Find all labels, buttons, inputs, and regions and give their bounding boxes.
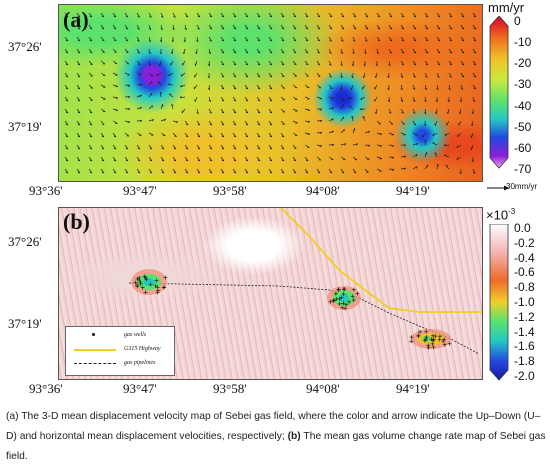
panel-a-colorbar-tick-7: -70: [514, 162, 532, 176]
caption-part-b: The mean gas volume change rate map of S…: [6, 431, 546, 462]
panel-b-colorbar-tick-3: -0.6: [514, 265, 535, 280]
panel-a-colorbar-tick-0: 0: [514, 14, 521, 28]
panel-b-colorbar-exponent: -3: [508, 207, 516, 216]
pipeline-legend-icon: [74, 363, 116, 364]
panel-a-colorbar-tick-4: -40: [514, 98, 532, 113]
panel-b-colorbar-tick-0: 0.0: [514, 221, 531, 235]
panel-b-colorbar-tick-6: -1.2: [514, 309, 535, 324]
legend-gas-wells: gas wells: [124, 332, 147, 338]
panel-b-lon-tick-1: 93°47': [123, 381, 157, 396]
panel-b-lon-tick-2: 93°58': [213, 381, 247, 396]
panel-b-lon-tick-0: 93°36': [29, 381, 63, 396]
panel-a-lon-tick-2: 93°58': [213, 183, 247, 198]
panel-a-lon-tick-3: 94°08': [306, 183, 340, 198]
panel-b-map: (b) gas wells G315 Highway gas pipelines: [58, 207, 483, 380]
pipeline-line: [128, 282, 480, 355]
panel-a-vector-arrows: [64, 12, 477, 175]
caption-b-label: (b): [287, 431, 301, 442]
gas-field-anomaly-1: [131, 269, 167, 295]
figure-caption: (a) The 3-D mean displacement velocity m…: [6, 407, 546, 467]
panel-b-lat-tick-0: 37°26': [8, 234, 42, 249]
panel-a-lon-tick-0: 93°36': [29, 183, 63, 198]
panel-a-lat-tick-0: 37°26': [8, 39, 42, 54]
panel-a-colorbar-tick-1: -10: [514, 35, 532, 50]
panel-a-colorbar-tick-3: -30: [514, 77, 532, 92]
panel-a-colorbar: [489, 16, 509, 169]
panel-b-colorbar-tick-7: -1.4: [514, 324, 535, 339]
panel-b-legend: gas wells G315 Highway gas pipelines: [65, 326, 175, 376]
panel-a-letter: (a): [63, 7, 89, 32]
panel-b-colorbar-tick-1: -0.2: [514, 235, 535, 250]
panel-a-colorbar-tick-2: -20: [514, 56, 532, 71]
panel-b-colorbar-tick-8: -1.6: [514, 339, 535, 354]
panel-b-colorbar-unit-base: ×10: [486, 207, 509, 223]
panel-b-colorbar: [489, 224, 509, 381]
highway-line: [280, 208, 482, 313]
panel-b-colorbar-unit: ×10-3: [486, 207, 515, 222]
panel-b-lon-tick-4: 94°19': [396, 381, 430, 396]
legend-pipelines: gas pipelines: [124, 360, 156, 366]
panel-b-lat-tick-1: 37°19': [8, 316, 42, 331]
panel-b-overlay: [128, 208, 482, 355]
panel-a-map: (a): [58, 4, 483, 182]
panel-b-colorbar-tick-4: -0.8: [514, 280, 535, 295]
panel-a-scale-arrow-label: 30mm/yr: [506, 182, 538, 191]
panel-a-lat-tick-1: 37°19': [8, 119, 42, 134]
legend-highway: G315 Highway: [124, 346, 161, 352]
panel-b-colorbar-tick-2: -0.4: [514, 250, 535, 265]
caption-part-a: (a) The 3-D mean displacement velocity m…: [6, 411, 541, 442]
panel-b-colorbar-tick-10: -2.0: [514, 369, 535, 383]
panel-a-lon-tick-4: 94°19': [396, 183, 430, 198]
panel-a-lon-tick-1: 93°47': [123, 183, 157, 198]
panel-b-letter: (b): [63, 209, 90, 234]
panel-a-colorbar-tick-5: -50: [514, 119, 532, 134]
panel-a-scale-arrow-icon: [487, 185, 509, 191]
panel-a-colorbar-tick-6: -60: [514, 140, 532, 155]
highway-legend-icon: [74, 349, 116, 351]
panel-a-colorbar-unit: mm/yr: [488, 0, 525, 15]
panel-b-colorbar-tick-9: -1.8: [514, 354, 535, 369]
panel-b-colorbar-tick-5: -1.0: [514, 295, 535, 309]
panel-b-lon-tick-3: 94°08': [306, 381, 340, 396]
gas-well-marker-icon: [92, 333, 95, 336]
